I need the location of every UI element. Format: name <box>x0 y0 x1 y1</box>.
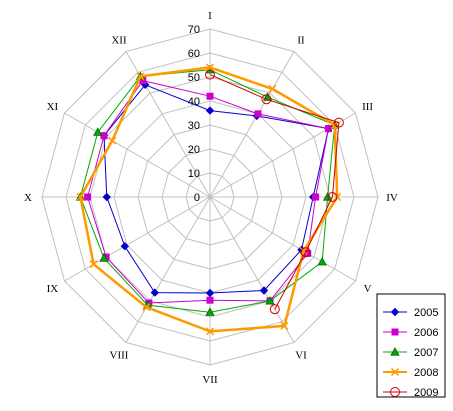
data-point <box>261 94 272 105</box>
series-2009 <box>205 69 344 315</box>
spoke-II <box>209 51 295 198</box>
series-line-2009 <box>209 74 340 310</box>
data-point <box>254 110 262 118</box>
data-point <box>269 304 280 315</box>
legend-item-2009: 2009 <box>383 387 438 399</box>
data-point <box>205 288 215 298</box>
data-point <box>93 127 103 136</box>
category-label: IX <box>47 283 59 295</box>
legend: 2005 2006 2007 2008 2009 <box>376 293 446 399</box>
spoke-IX <box>64 196 211 282</box>
legend-label: 2009 <box>414 387 438 399</box>
data-point <box>100 132 108 140</box>
data-point <box>136 72 145 81</box>
data-point <box>205 307 215 316</box>
data-point <box>99 253 109 262</box>
legend-marker <box>390 307 400 317</box>
category-label: XI <box>47 101 59 113</box>
data-point <box>265 296 275 305</box>
legend-marker <box>390 367 400 377</box>
category-label: VIII <box>110 350 129 362</box>
category-label: VI <box>295 350 307 362</box>
data-point <box>205 63 215 72</box>
data-point <box>206 92 214 100</box>
category-label: III <box>362 101 373 113</box>
tick-label: 20 <box>188 144 200 156</box>
data-point <box>327 192 338 202</box>
tick-label: 10 <box>188 168 200 180</box>
legend-box <box>376 293 446 398</box>
tick-label: 0 <box>194 192 200 204</box>
series-2005 <box>99 80 333 298</box>
data-point <box>84 193 92 201</box>
data-point <box>259 286 269 295</box>
category-label: X <box>24 192 32 204</box>
legend-marker <box>391 328 399 336</box>
series-layer <box>75 63 344 336</box>
category-label: II <box>297 34 305 46</box>
data-point <box>317 256 327 266</box>
spoke-VIII <box>125 196 211 343</box>
legend-marker <box>390 387 400 397</box>
data-point <box>206 296 214 304</box>
legend-label: 2006 <box>414 327 438 339</box>
data-point <box>205 106 215 115</box>
series-line-2005 <box>103 84 330 294</box>
category-label: IV <box>386 192 398 204</box>
category-label: VII <box>202 374 218 386</box>
legend-item-2007: 2007 <box>383 347 438 359</box>
spoke-V <box>209 196 356 282</box>
spoke-XI <box>64 112 211 198</box>
data-point <box>333 117 344 128</box>
legend-item-2006: 2006 <box>383 327 438 339</box>
spoke-VI <box>209 196 295 343</box>
data-point <box>108 136 117 145</box>
data-point <box>102 192 112 202</box>
data-point <box>89 260 98 269</box>
data-point <box>280 321 289 330</box>
tick-label: 50 <box>188 72 200 84</box>
tick-label: 70 <box>188 24 200 36</box>
data-point <box>142 303 151 312</box>
legend-label: 2005 <box>414 307 438 319</box>
data-point <box>312 193 320 201</box>
data-point <box>325 125 332 133</box>
data-point <box>150 288 160 297</box>
data-point <box>300 247 311 258</box>
data-point <box>268 84 277 93</box>
legend-label: 2007 <box>414 347 438 359</box>
data-point <box>205 327 215 336</box>
category-label: V <box>364 283 372 295</box>
data-point <box>76 192 85 202</box>
category-label: XII <box>111 34 127 46</box>
legend-label: 2008 <box>414 367 438 379</box>
legend-marker <box>390 347 400 356</box>
tick-label: 30 <box>188 120 200 132</box>
legend-item-2008: 2008 <box>383 367 438 379</box>
tick-label: 60 <box>188 48 200 60</box>
data-point <box>120 241 130 251</box>
legend-item-2005: 2005 <box>383 307 438 319</box>
category-label: I <box>208 10 212 22</box>
data-point <box>205 69 215 80</box>
